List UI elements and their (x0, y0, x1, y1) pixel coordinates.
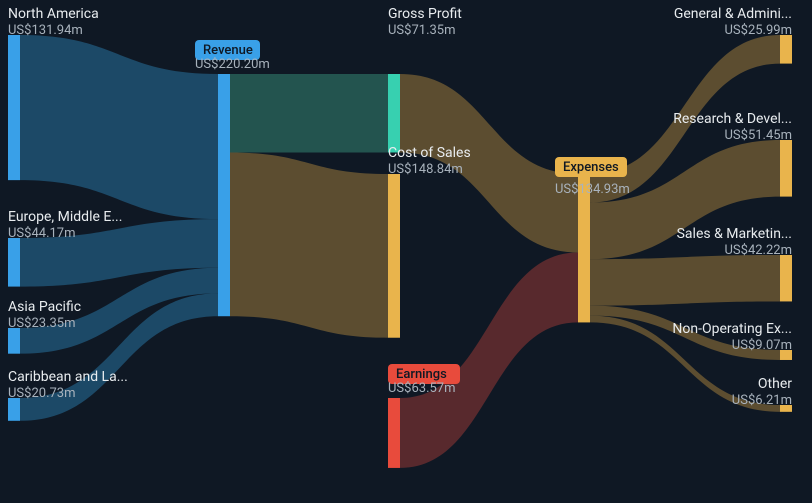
node-value: US$42.22m (724, 243, 792, 258)
sankey-node (780, 255, 792, 301)
sankey-node (8, 35, 20, 180)
sankey-node (8, 328, 20, 354)
node-label: Revenue (203, 43, 253, 58)
node-value: US$44.17m (8, 226, 76, 241)
node-label: Caribbean and La... (8, 369, 128, 385)
node-label: Non-Operating Ex... (672, 321, 792, 337)
sankey-link (230, 152, 388, 337)
node-label: Cost of Sales (388, 145, 471, 161)
node-value: US$220.20m (195, 57, 270, 72)
node-label: Europe, Middle E... (8, 209, 122, 225)
node-value: US$63.57m (388, 381, 456, 396)
sankey-node (8, 398, 20, 421)
node-value: US$134.93m (555, 182, 630, 197)
node-value: US$20.73m (8, 386, 76, 401)
node-label: Sales & Marketin... (677, 226, 792, 242)
node-label: North America (8, 6, 99, 22)
sankey-node (8, 238, 20, 287)
node-value: US$23.35m (8, 316, 76, 331)
node-value: US$6.21m (732, 393, 792, 408)
node-label: Asia Pacific (8, 299, 81, 315)
node-value: US$148.84m (388, 162, 463, 177)
node-value: US$9.07m (732, 338, 792, 353)
node-value: US$71.35m (388, 23, 456, 38)
node-value: US$131.94m (8, 23, 83, 38)
sankey-node (780, 35, 792, 64)
sankey-node (218, 74, 230, 316)
node-label: Gross Profit (388, 6, 462, 22)
node-label: Research & Devel... (673, 111, 792, 127)
node-label: Expenses (563, 160, 619, 175)
sankey-node (780, 140, 792, 197)
node-value: US$51.45m (724, 128, 792, 143)
sankey-link (230, 74, 388, 152)
sankey-chart: North AmericaUS$131.94m Europe, Middle E.… (0, 0, 812, 503)
node-label: Other (758, 376, 792, 392)
node-value: US$25.99m (724, 23, 792, 38)
sankey-node (388, 398, 400, 468)
node-label: General & Admini... (674, 6, 792, 22)
sankey-node (388, 174, 400, 338)
sankey-link (590, 255, 780, 306)
node-label: Earnings (396, 367, 447, 382)
sankey-node (388, 74, 400, 152)
